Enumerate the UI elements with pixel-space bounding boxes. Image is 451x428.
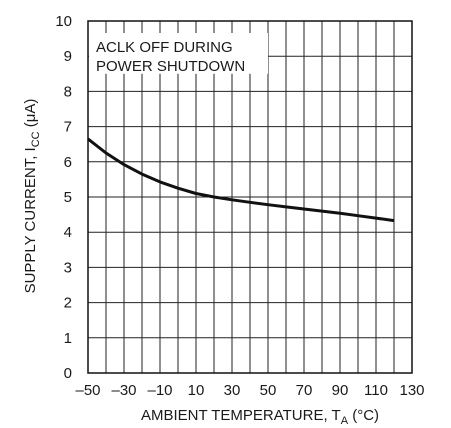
x-axis-title: AMBIENT TEMPERATURE, TA (°C) [141,407,379,427]
y-axis-label-unit: (μA) [22,99,39,132]
y-tick-label: 8 [64,83,72,100]
y-tick-label: 0 [64,365,72,382]
y-tick-label: 2 [64,295,72,312]
annotation-line-2: POWER SHUTDOWN [96,58,245,75]
y-axis-label-subscript: CC [30,131,42,147]
y-tick-label: 5 [64,189,72,206]
annotation-background [89,33,268,74]
x-axis-label-unit: (°C) [348,407,379,424]
y-tick-label: 4 [64,224,72,241]
y-axis-label: SUPPLY CURRENT, I [22,147,39,293]
x-tick-label: 30 [224,382,241,399]
plot-frame [87,20,413,374]
y-ticks: 0 1 2 3 4 5 6 7 8 9 10 [55,13,72,382]
y-tick-label: 10 [55,13,72,30]
annotation-line-1: ACLK OFF DURING [96,39,233,56]
y-tick-label: 6 [64,154,72,171]
x-tick-label: –30 [111,382,136,399]
annotation: ACLK OFF DURING POWER SHUTDOWN [89,33,268,75]
x-tick-label: 110 [364,382,388,399]
x-ticks: –50 –30 –10 10 30 50 70 90 110 130 [75,382,424,399]
x-axis-label: AMBIENT TEMPERATURE, T [141,407,341,424]
x-tick-label: –10 [147,382,172,399]
y-axis-title: SUPPLY CURRENT, ICC (μA) [22,99,42,294]
grid [88,21,412,373]
y-tick-label: 9 [64,48,72,65]
x-tick-label: –50 [75,382,100,399]
x-tick-label: 10 [188,382,205,399]
series-line [87,137,395,223]
x-tick-label: 130 [399,382,424,399]
x-axis-label-subscript: A [341,415,349,427]
x-tick-label: 50 [260,382,277,399]
y-tick-label: 1 [64,330,72,347]
y-tick-label: 3 [64,259,72,276]
x-tick-label: 70 [296,382,313,399]
series [87,137,395,223]
x-tick-label: 90 [332,382,349,399]
y-tick-label: 7 [64,119,72,136]
